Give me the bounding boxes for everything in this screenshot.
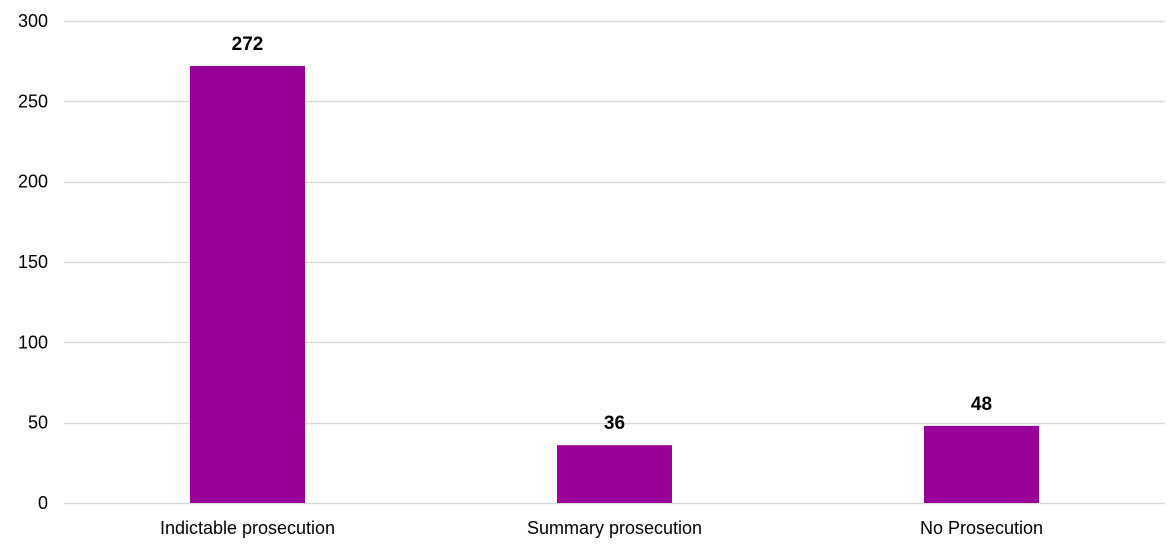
y-tick-label: 50 (28, 413, 48, 433)
bars (190, 66, 1039, 503)
y-axis-tick-labels: 0 50 100 150 200 250 300 (18, 11, 48, 513)
data-labels: 272 36 48 (232, 34, 992, 434)
x-tick-label: Summary prosecution (527, 518, 702, 538)
y-tick-label: 100 (18, 332, 48, 352)
bar (190, 66, 305, 503)
x-tick-label: Indictable prosecution (160, 518, 335, 538)
x-tick-label: No Prosecution (920, 518, 1043, 538)
data-label: 48 (971, 394, 992, 415)
y-tick-label: 150 (18, 252, 48, 272)
data-label: 272 (232, 34, 264, 55)
y-tick-label: 300 (18, 11, 48, 31)
x-axis-tick-labels: Indictable prosecution Summary prosecutio… (160, 518, 1043, 538)
bar (924, 426, 1039, 503)
data-label: 36 (604, 413, 625, 434)
bar (557, 445, 672, 503)
y-tick-label: 250 (18, 91, 48, 111)
y-tick-label: 0 (38, 493, 48, 513)
y-tick-label: 200 (18, 172, 48, 192)
